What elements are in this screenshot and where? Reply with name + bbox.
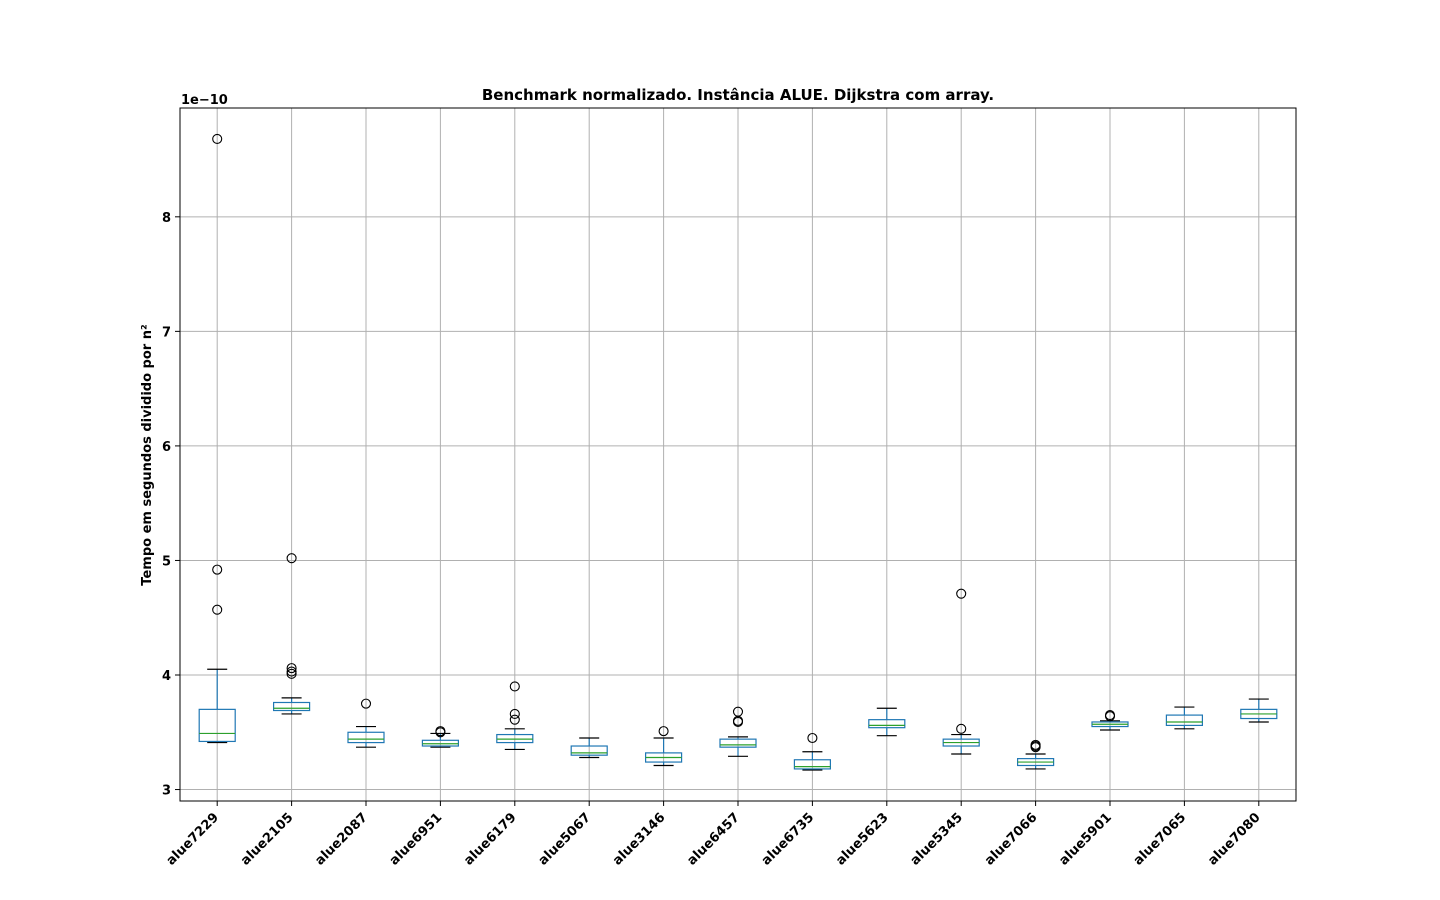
outlier-point <box>212 564 223 575</box>
box-body <box>273 701 311 712</box>
y-tick-label: 5 <box>162 554 171 569</box>
box-alue6951 <box>421 726 459 748</box>
x-tick-label: alue5067 <box>536 810 594 868</box>
y-tick-label: 3 <box>162 784 171 799</box>
outlier-point <box>956 588 967 599</box>
box-alue6735 <box>793 732 832 771</box>
box-alue6179 <box>496 681 534 751</box>
x-tick-label: alue6457 <box>685 810 743 868</box>
box-alue6457 <box>719 706 757 757</box>
tick-layer: 3 4 5 6 7 8 alue7229 alue2105 alue2087 alue6951 al… <box>162 211 1264 869</box>
grid-layer <box>180 108 1296 801</box>
x-tick-label: alue2105 <box>238 810 296 868</box>
y-tick-label: 4 <box>162 669 171 684</box>
x-tick-label: alue5345 <box>908 810 966 868</box>
box-alue5067 <box>570 737 608 759</box>
outlier-point <box>212 604 223 615</box>
x-tick-label: alue6735 <box>759 810 817 868</box>
y-tick-label: 8 <box>162 211 171 226</box>
outlier-point <box>286 668 297 679</box>
box-alue7080 <box>1240 698 1278 723</box>
x-tick-label: alue6951 <box>387 810 445 868</box>
x-tick-label: alue6179 <box>461 810 519 868</box>
x-tick-label: alue3146 <box>610 810 668 868</box>
box-alue7066 <box>1016 739 1055 770</box>
outlier-point <box>732 716 744 728</box>
outlier-point <box>1030 742 1041 753</box>
y-scale-label: 1e−10 <box>181 93 228 108</box>
box-alue2105 <box>273 553 311 715</box>
box-alue2087 <box>347 698 385 748</box>
box-alue5901 <box>1091 710 1129 731</box>
box-alue5623 <box>868 707 906 737</box>
box-body <box>570 745 608 756</box>
outlier-point <box>212 133 223 144</box>
x-tick-label: alue7065 <box>1131 810 1189 868</box>
outlier-point <box>1104 711 1116 722</box>
y-tick-label: 7 <box>162 325 171 340</box>
outlier-point <box>956 723 967 734</box>
outlier-point <box>509 681 520 692</box>
x-tick-label: alue5901 <box>1057 810 1115 868</box>
x-tick-label: alue2087 <box>313 810 371 868</box>
box-body <box>347 731 385 744</box>
outlier-point <box>509 708 520 719</box>
box-alue7229 <box>198 133 236 744</box>
outlier-point <box>658 726 669 737</box>
box-alue7065 <box>1165 706 1204 730</box>
outlier-point <box>286 663 297 674</box>
chart-title: Benchmark normalizado. Instância ALUE. D… <box>482 86 994 104</box>
x-tick-label: alue7066 <box>982 810 1040 868</box>
outlier-point <box>286 553 297 564</box>
outlier-point <box>360 698 372 709</box>
x-tick-label: alue7229 <box>164 810 222 868</box>
y-axis-label: Tempo em segundos dividido por n² <box>140 324 155 585</box>
box-layer <box>198 133 1278 771</box>
box-body <box>719 738 757 748</box>
x-tick-label: alue7080 <box>1205 810 1263 868</box>
outlier-point <box>509 714 520 725</box>
box-body <box>198 708 236 743</box>
outlier-point <box>807 732 818 744</box>
outlier-point <box>435 727 446 738</box>
x-tick-label: alue5623 <box>833 810 891 868</box>
y-tick-label: 6 <box>162 440 171 455</box>
box-body <box>1165 714 1204 726</box>
box-alue5345 <box>942 588 980 755</box>
box-body <box>793 759 832 770</box>
box-alue3146 <box>644 726 683 767</box>
box-body <box>868 719 906 729</box>
